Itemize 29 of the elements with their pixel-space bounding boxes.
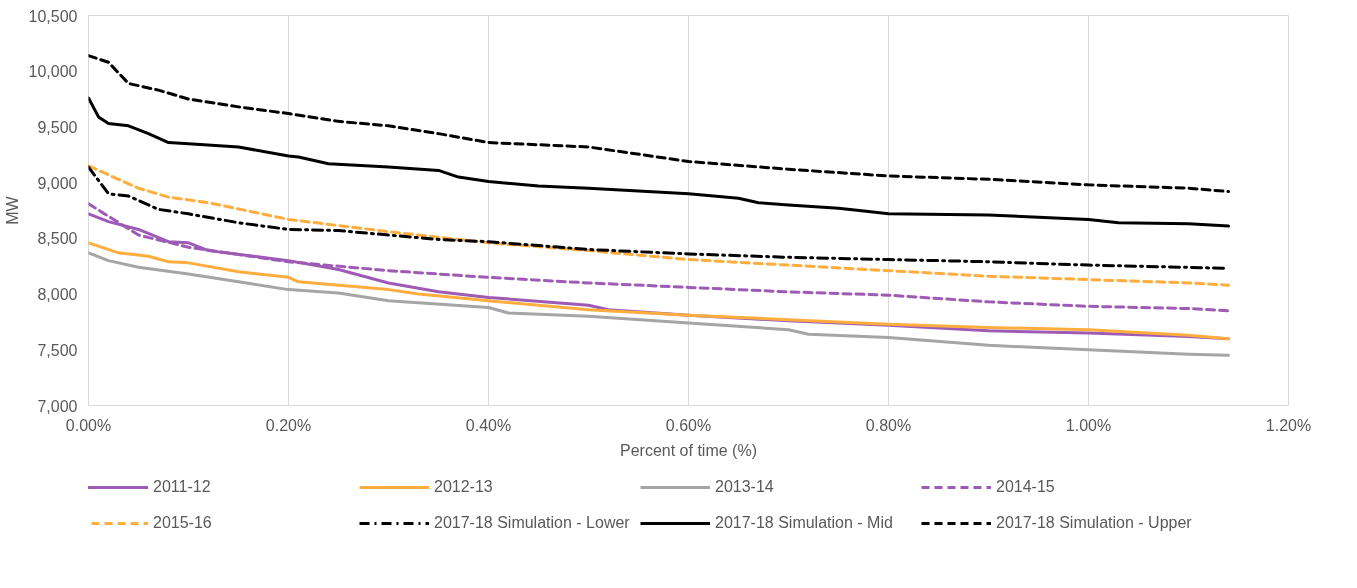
legend-label: 2012-13: [434, 478, 494, 496]
legend-label: 2011-12: [153, 478, 212, 496]
y-tick-label: 8,000: [37, 286, 78, 304]
x-tick-label: 1.20%: [1265, 416, 1312, 434]
line-series: [88, 241, 1230, 341]
x-tick-label: 0.20%: [265, 416, 312, 434]
x-tick-label: 1.00%: [1065, 416, 1112, 434]
line-series: [88, 251, 1230, 357]
y-axis-title: MW: [3, 195, 21, 225]
legend-label: 2015-16: [153, 514, 213, 532]
y-tick-label: 10,500: [28, 7, 78, 25]
legend-label: 2017-18 Simulation - Upper: [996, 514, 1193, 532]
legend-label: 2017-18 Simulation - Lower: [434, 514, 631, 532]
y-tick-label: 9,000: [37, 174, 78, 192]
x-axis-title: Percent of time (%): [620, 441, 757, 459]
x-tick-label: 0.60%: [665, 416, 712, 434]
y-tick-label: 7,500: [37, 341, 78, 359]
x-tick-label: 0.40%: [465, 416, 512, 434]
legend-label: 2017-18 Simulation - Mid: [715, 514, 894, 532]
legend-label: 2013-14: [715, 478, 775, 496]
y-tick-label: 7,000: [37, 397, 78, 415]
legend-label: 2014-15: [996, 478, 1056, 496]
y-tick-label: 8,500: [37, 230, 78, 248]
y-tick-label: 10,000: [28, 63, 78, 81]
line-series: [88, 96, 1230, 228]
y-tick-label: 9,500: [37, 118, 78, 136]
x-tick-label: 0.80%: [865, 416, 912, 434]
line-series: [88, 54, 1230, 194]
x-tick-label: 0.00%: [65, 416, 112, 434]
